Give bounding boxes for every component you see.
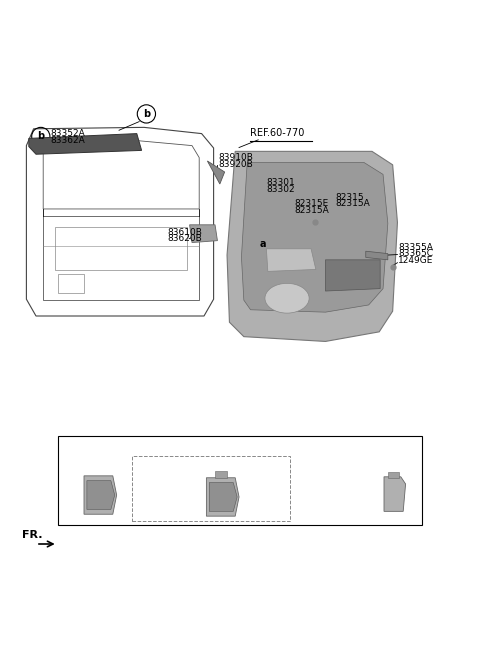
Text: 82315A: 82315A bbox=[335, 199, 370, 209]
Polygon shape bbox=[388, 472, 399, 478]
Text: b: b bbox=[143, 109, 150, 119]
Text: 83910B: 83910B bbox=[218, 154, 253, 163]
Bar bbox=[58, 436, 422, 525]
Polygon shape bbox=[325, 260, 380, 291]
Polygon shape bbox=[190, 225, 217, 243]
Text: 83355A: 83355A bbox=[398, 243, 433, 252]
Text: 93581F: 93581F bbox=[84, 463, 118, 472]
Text: 83610B: 83610B bbox=[167, 228, 202, 237]
Text: FR.: FR. bbox=[22, 530, 42, 540]
Text: 82315E: 82315E bbox=[294, 199, 328, 209]
Text: 82315A: 82315A bbox=[294, 206, 329, 215]
Text: H83912: H83912 bbox=[362, 451, 400, 461]
Text: b: b bbox=[37, 131, 44, 142]
Text: a: a bbox=[72, 453, 79, 464]
Text: 82315: 82315 bbox=[335, 194, 364, 202]
Text: b: b bbox=[343, 453, 350, 464]
Text: 83920B: 83920B bbox=[218, 159, 253, 169]
Text: 93581F: 93581F bbox=[238, 488, 272, 497]
Text: 1249GE: 1249GE bbox=[398, 256, 434, 264]
Text: 83620B: 83620B bbox=[167, 234, 202, 243]
Polygon shape bbox=[384, 477, 406, 512]
Text: a: a bbox=[260, 239, 266, 249]
Bar bbox=[132, 456, 290, 521]
Polygon shape bbox=[227, 152, 397, 341]
Text: 83352A: 83352A bbox=[50, 129, 85, 138]
Polygon shape bbox=[207, 161, 225, 184]
Ellipse shape bbox=[265, 283, 309, 313]
Text: 83301: 83301 bbox=[266, 178, 295, 188]
Polygon shape bbox=[241, 163, 388, 312]
Polygon shape bbox=[29, 134, 142, 154]
Polygon shape bbox=[209, 483, 237, 512]
Polygon shape bbox=[87, 481, 115, 510]
Polygon shape bbox=[215, 471, 227, 478]
Text: (W/SEAT WARMER): (W/SEAT WARMER) bbox=[182, 455, 267, 463]
Text: 83365C: 83365C bbox=[398, 249, 433, 258]
Polygon shape bbox=[206, 478, 239, 516]
Text: 83302: 83302 bbox=[266, 184, 295, 194]
Text: REF.60-770: REF.60-770 bbox=[250, 129, 304, 138]
Polygon shape bbox=[366, 251, 388, 260]
Polygon shape bbox=[84, 476, 117, 514]
Polygon shape bbox=[266, 249, 316, 272]
Text: 83362A: 83362A bbox=[50, 136, 85, 144]
